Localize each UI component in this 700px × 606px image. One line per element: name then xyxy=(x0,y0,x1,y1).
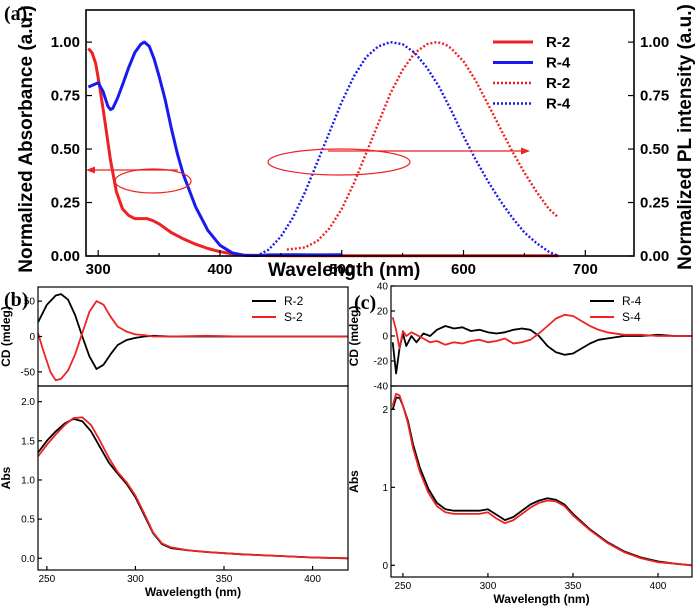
subplot-frame xyxy=(37,385,349,571)
series-line-s-2 xyxy=(38,416,348,560)
y-tick-label: 0.5 xyxy=(21,515,35,526)
panel-b: -50 0 50 CD (mdeg) R-2 S-2 0.0 0.5 1.0 1.5 2.0 Abs 2… xyxy=(0,286,349,599)
y-tick-label-right: 0.25 xyxy=(640,195,669,212)
y-axis-title: CD (mdeg) xyxy=(347,306,361,367)
y-axis-title-left: Normalized Absorbance (a.u.) xyxy=(16,5,37,272)
series-line-s-4 xyxy=(391,313,692,350)
x-tick-label: 250 xyxy=(39,574,56,585)
annotation-arrowhead-left xyxy=(86,166,95,174)
series-line-r-2 xyxy=(38,418,348,560)
legend-label: R-4 xyxy=(546,96,571,113)
y-axis-title-right: Normalized PL intensity (a.u.) xyxy=(675,4,696,270)
y-tick-label: 2.0 xyxy=(21,397,35,408)
legend-label: R-4 xyxy=(546,55,571,72)
y-axis-title: Abs xyxy=(0,466,13,489)
series-line-r-2-dotted xyxy=(286,40,560,251)
x-tick-label: 300 xyxy=(480,581,497,592)
y-tick-label-left: 0.00 xyxy=(51,248,80,265)
y-tick-label: 2 xyxy=(382,405,388,416)
legend-label: S-4 xyxy=(622,310,641,324)
legend-label: R-4 xyxy=(622,294,642,308)
y-tick-label-right: 1.00 xyxy=(640,34,669,51)
x-axis-title: Wavelength (nm) xyxy=(268,260,420,281)
x-tick-label: 400 xyxy=(207,261,232,278)
x-axis-title: Wavelength (nm) xyxy=(145,585,241,599)
x-tick-label: 400 xyxy=(304,574,321,585)
y-tick-label-right: 0.75 xyxy=(640,88,669,105)
y-axis-title: Abs xyxy=(347,470,361,493)
y-tick-label: 0.0 xyxy=(21,554,35,565)
panel-a: 300 400 500 600 700 0.00 0.00 0.25 0.25 0.50 0.50 0… xyxy=(4,3,696,281)
y-tick-label: -40 xyxy=(374,382,389,393)
y-tick-label-left: 0.50 xyxy=(51,141,80,158)
x-tick-label: 250 xyxy=(395,581,412,592)
x-tick-label: 400 xyxy=(650,581,667,592)
x-tick-label: 300 xyxy=(86,261,111,278)
annotation-arrowhead-right xyxy=(521,147,530,155)
x-tick-label: 600 xyxy=(451,261,476,278)
legend-label: R-2 xyxy=(546,75,570,92)
y-tick-label-left: 0.25 xyxy=(51,195,80,212)
y-tick-label: 40 xyxy=(377,282,389,293)
series-line-s-2 xyxy=(38,300,348,382)
y-tick-label-left: 1.00 xyxy=(51,34,80,51)
y-tick-label: 0 xyxy=(29,332,35,343)
x-tick-label: 700 xyxy=(573,261,598,278)
series-line-r-4-dotted xyxy=(255,40,559,258)
series-line-r-4-solid xyxy=(87,40,342,258)
annotation-ellipse-left xyxy=(114,168,192,194)
x-axis-title: Wavelength (nm) xyxy=(493,592,589,606)
plot-frame xyxy=(85,9,635,257)
y-tick-label: 0 xyxy=(382,332,388,343)
y-tick-label: -20 xyxy=(374,357,389,368)
y-tick-label: 20 xyxy=(377,307,389,318)
x-tick-label: 500 xyxy=(329,261,354,278)
legend-label: R-2 xyxy=(546,34,570,51)
subplot-frame xyxy=(390,385,693,578)
x-tick-label: 350 xyxy=(565,581,582,592)
y-tick-label-left: 0.75 xyxy=(51,88,80,105)
y-tick-label: 50 xyxy=(24,297,36,308)
legend-label: R-2 xyxy=(284,294,304,308)
x-tick-label: 350 xyxy=(216,574,233,585)
panel-c: -40 -20 0 20 40 CD (mdeg) R-4 S-4 0 1 2 Abs 250 300 35… xyxy=(347,282,693,606)
panel-label: (b) xyxy=(4,289,28,311)
series-line-r-4 xyxy=(391,325,692,375)
y-tick-label-right: 0.00 xyxy=(640,248,669,265)
series-line-r-4 xyxy=(391,396,692,567)
annotation-ellipse-right xyxy=(267,148,411,176)
y-tick-label: 1.5 xyxy=(21,436,35,447)
panel-label: (c) xyxy=(354,292,376,314)
y-tick-label: 1.0 xyxy=(21,475,35,486)
y-tick-label-right: 0.50 xyxy=(640,141,669,158)
x-tick-label: 300 xyxy=(127,574,144,585)
y-tick-label: 0 xyxy=(382,561,388,572)
y-tick-label: 1 xyxy=(382,483,388,494)
panel-label-a: (a) xyxy=(4,3,27,25)
y-axis-title: CD (mdeg) xyxy=(0,306,13,367)
y-tick-label: -50 xyxy=(21,367,36,378)
series-line-s-4 xyxy=(391,392,692,567)
legend-label: S-2 xyxy=(284,310,303,324)
